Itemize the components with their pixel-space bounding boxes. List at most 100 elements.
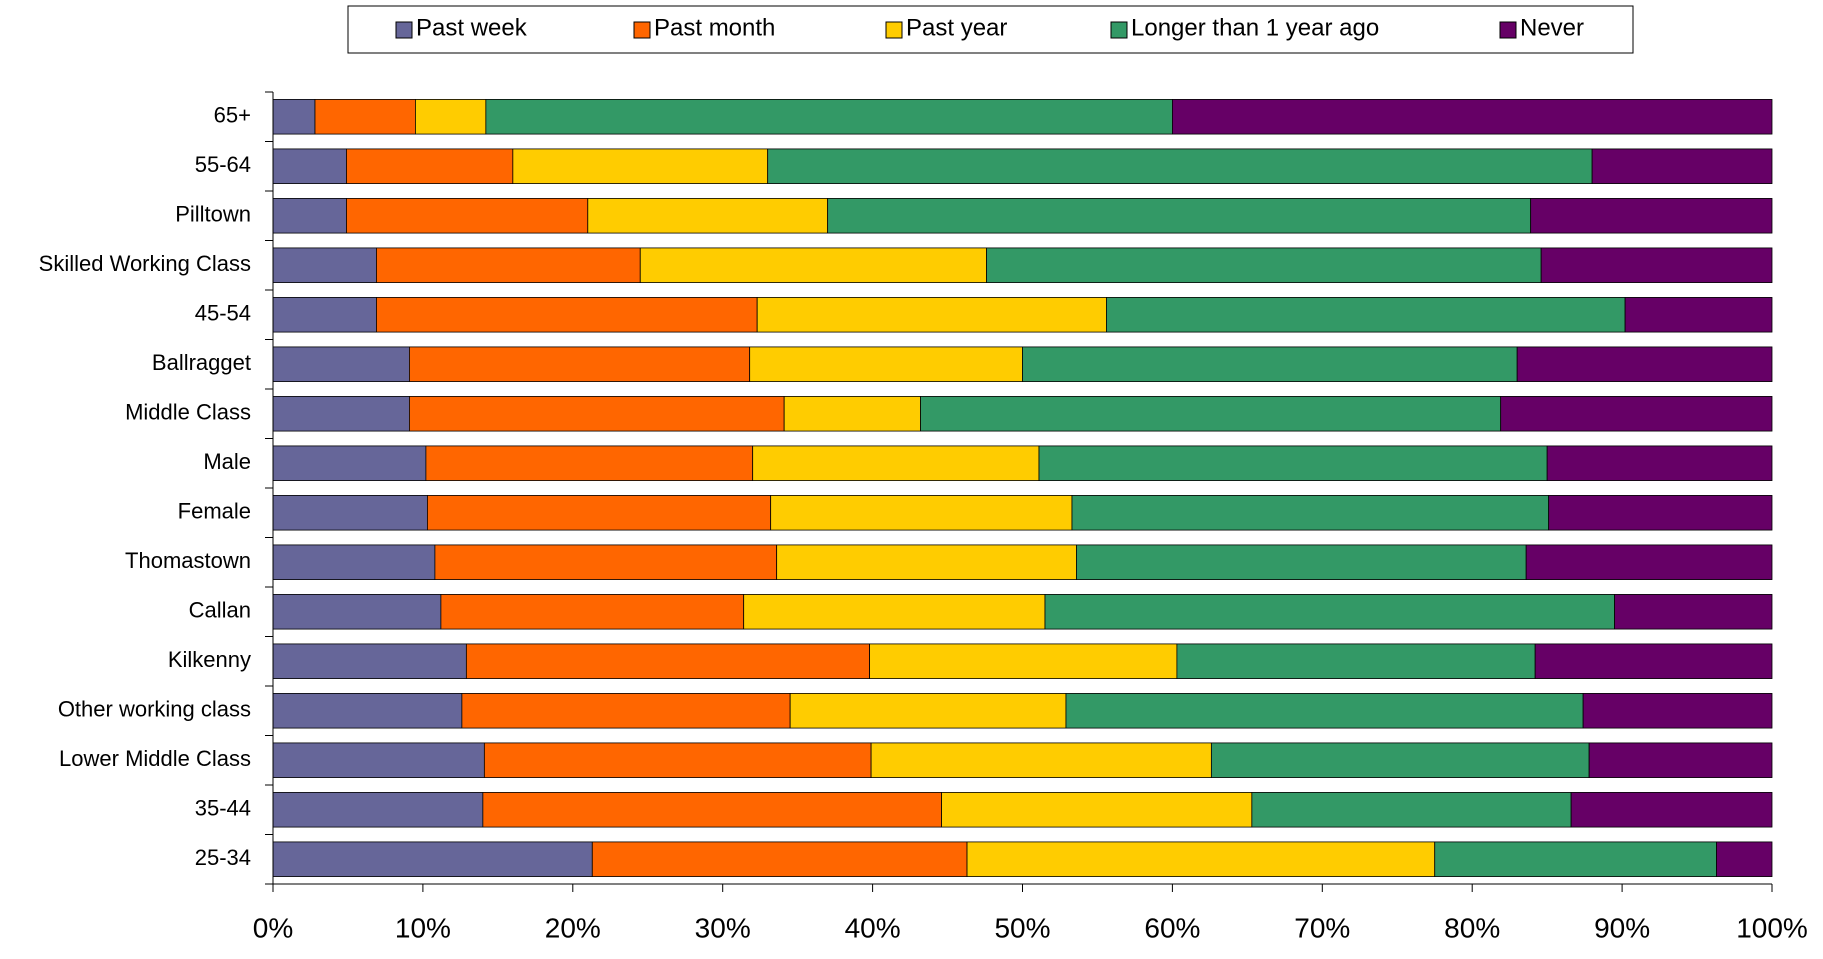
bar-segment (1570, 792, 1773, 828)
x-tick-label: 80% (1444, 912, 1500, 943)
bar-segment (425, 445, 754, 481)
x-tick-label: 30% (695, 912, 751, 943)
bar-segment (986, 247, 1542, 283)
bar-segment (1106, 297, 1626, 333)
legend-label: Longer than 1 year ago (1131, 14, 1379, 41)
legend-label: Past year (906, 14, 1007, 41)
bar-segment (1614, 594, 1773, 630)
y-tick-label: Thomastown (125, 548, 251, 573)
bar-segment (966, 841, 1436, 877)
y-tick-label: 25-34 (195, 845, 251, 870)
bar-segment (1210, 742, 1590, 778)
y-tick-label: Male (203, 449, 251, 474)
bar-segment (749, 346, 1023, 382)
bar-segment (920, 396, 1502, 432)
legend-swatch (1110, 21, 1128, 39)
bar-segment (461, 693, 791, 729)
bar-segment (272, 792, 484, 828)
bar-segment (272, 247, 377, 283)
y-tick-label: Kilkenny (168, 647, 251, 672)
bar-segment (743, 594, 1046, 630)
bar-segment (482, 792, 942, 828)
bar-segment (1548, 495, 1773, 531)
bar-segment (272, 445, 427, 481)
bar-segment (415, 99, 487, 135)
bar-segment (1176, 643, 1536, 679)
bar-segment (869, 643, 1178, 679)
bar-segment (1500, 396, 1773, 432)
bar-segment (272, 198, 347, 234)
bar-segment (783, 396, 921, 432)
legend-swatch (1499, 21, 1517, 39)
bar-segment (1716, 841, 1773, 877)
bar-segment (1516, 346, 1773, 382)
x-tick-label: 0% (253, 912, 293, 943)
bar-segment (587, 198, 829, 234)
bar-segment (1044, 594, 1616, 630)
x-tick-label: 70% (1294, 912, 1350, 943)
bar-segment (272, 148, 347, 184)
bar-segment (770, 495, 1073, 531)
y-tick-label: Pilltown (175, 202, 251, 227)
y-tick-label: Female (178, 499, 251, 524)
bar-segment (1172, 99, 1773, 135)
x-tick-label: 10% (395, 912, 451, 943)
bar-segment (485, 99, 1173, 135)
bar-segment (1434, 841, 1717, 877)
bar-segment (767, 148, 1593, 184)
bar-segment (376, 297, 758, 333)
bar-segment (409, 396, 785, 432)
legend-swatch (633, 21, 651, 39)
y-tick-label: 55-64 (195, 152, 251, 177)
bar-segment (434, 544, 778, 580)
legend-swatch (395, 21, 413, 39)
bar-segment (512, 148, 769, 184)
y-tick-label: Lower Middle Class (59, 746, 251, 771)
y-tick-label: Skilled Working Class (39, 251, 251, 276)
y-tick-label: 65+ (214, 103, 251, 128)
bar-segment (376, 247, 641, 283)
y-tick-label: 35-44 (195, 796, 251, 821)
x-tick-label: 60% (1144, 912, 1200, 943)
bar-segment (346, 198, 589, 234)
bar-segment (1071, 495, 1550, 531)
bar-segment (272, 693, 463, 729)
bar-segment (465, 643, 871, 679)
x-tick-label: 100% (1736, 912, 1808, 943)
y-tick-label: Ballragget (152, 350, 251, 375)
bar-segment (776, 544, 1077, 580)
legend-label: Past week (416, 14, 528, 41)
bar-segment (752, 445, 1040, 481)
legend-swatch (885, 21, 903, 39)
bar-segment (272, 594, 442, 630)
bar-segment (827, 198, 1532, 234)
bar-segment (870, 742, 1212, 778)
bar-segment (1546, 445, 1773, 481)
bar-segment (346, 148, 514, 184)
bar-segment (314, 99, 416, 135)
y-tick-label: 45-54 (195, 301, 251, 326)
y-tick-label: Middle Class (125, 400, 251, 425)
bar-segment (272, 841, 593, 877)
x-tick-label: 40% (845, 912, 901, 943)
legend-box (347, 5, 1634, 54)
bar-segment (1525, 544, 1773, 580)
bar-segment (1530, 198, 1773, 234)
bar-segment (1624, 297, 1773, 333)
bar-segment (1591, 148, 1773, 184)
x-tick-label: 50% (994, 912, 1050, 943)
x-tick-label: 20% (545, 912, 601, 943)
bar-segment (941, 792, 1253, 828)
bar-segment (1251, 792, 1572, 828)
y-tick-label: Other working class (58, 697, 251, 722)
bar-segment (272, 643, 467, 679)
bar-segment (426, 495, 772, 531)
legend-label: Past month (654, 14, 775, 41)
bar-segment (1534, 643, 1773, 679)
bar-segment (440, 594, 745, 630)
bar-segment (272, 742, 485, 778)
bar-segment (483, 742, 872, 778)
bar-segment (639, 247, 987, 283)
bar-segment (272, 544, 436, 580)
